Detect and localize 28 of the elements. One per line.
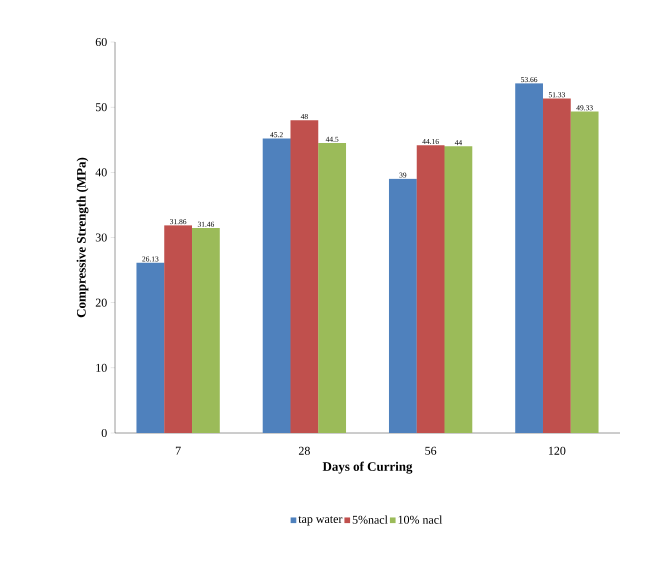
bar [318,143,346,433]
x-tick-label: 120 [548,446,566,455]
y-tick-label: 50 [96,103,107,112]
x-tick-label: 28 [298,446,310,455]
y-tick-label: 40 [96,168,107,176]
y-tick-label: 10 [96,364,107,372]
legend-label: 10% nacl [398,515,442,524]
legend-label: tap water [298,516,342,526]
y-tick-label: 60 [96,38,107,46]
bar [262,138,290,433]
bar [136,262,164,433]
bar [570,112,599,433]
x-axis-title: Days of Curring [322,462,412,474]
bar [444,146,472,433]
y-tick-label: 30 [96,233,107,242]
bar [416,145,445,433]
y-axis-title: Compressive Strength (MPa) [76,158,88,318]
bar [192,228,220,433]
bar [515,83,543,433]
y-tick-label: 0 [102,428,107,438]
x-tick-label: 56 [425,446,436,455]
bar [164,225,192,433]
legend-label: 5%nacl [352,515,388,524]
bar [542,98,571,433]
bar [290,120,318,433]
bar [388,178,417,433]
x-tick-label: 7 [176,446,181,455]
y-tick-label: 20 [96,298,107,307]
